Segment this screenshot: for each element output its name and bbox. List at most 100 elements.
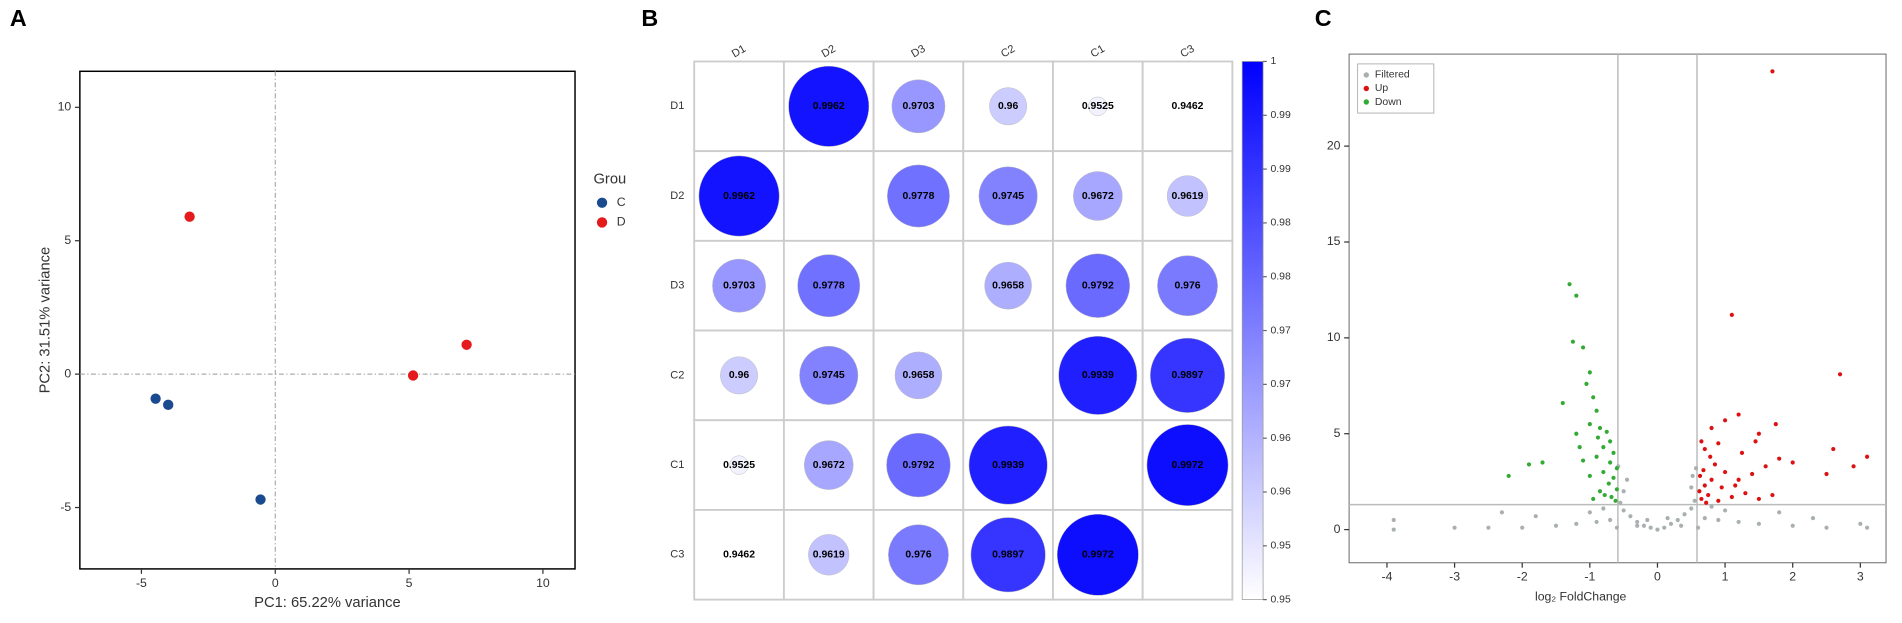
- row-label: D3: [670, 280, 684, 292]
- x-tick-label: 10: [536, 576, 550, 590]
- legend-swatch: [596, 217, 608, 228]
- correlation-circle: [1157, 255, 1218, 317]
- cell-value: 0.9897: [992, 550, 1024, 561]
- point: [1701, 468, 1706, 473]
- correlation-circle: [797, 254, 861, 318]
- point: [1591, 496, 1596, 502]
- correlation-circle: [894, 351, 943, 400]
- point: [1810, 516, 1816, 521]
- point: [1587, 473, 1592, 478]
- legend-title: Grou: [593, 171, 626, 187]
- point: [1452, 525, 1457, 530]
- correlation-circle: [1088, 96, 1108, 116]
- row-label: C3: [670, 549, 684, 561]
- point: [1611, 475, 1616, 480]
- legend-frame: [1357, 63, 1435, 114]
- point: [1608, 460, 1613, 465]
- point: [1736, 519, 1741, 525]
- point: [1601, 469, 1606, 475]
- cell-value: 0.9972: [1172, 460, 1204, 471]
- point: [1601, 506, 1606, 511]
- correlation-circle: [1065, 253, 1130, 318]
- point: [1506, 473, 1511, 478]
- point: [1540, 460, 1545, 465]
- cell: [782, 150, 875, 242]
- point: [1702, 446, 1707, 452]
- point: [1613, 498, 1618, 503]
- colorbar-tick-label: 0.95: [1270, 594, 1291, 605]
- point: [1486, 525, 1491, 530]
- point: [1608, 439, 1613, 444]
- x-tick-label: 1: [1722, 570, 1729, 584]
- cell: [872, 239, 965, 332]
- y-tick-label: 5: [1334, 426, 1341, 440]
- point: [1750, 471, 1755, 477]
- cell-value: 0.9619: [813, 550, 845, 561]
- legend-swatch: [596, 197, 608, 208]
- cell-value: 0.9525: [1082, 101, 1114, 112]
- point: [1739, 450, 1745, 455]
- point: [1716, 517, 1721, 523]
- correlation-circle: [970, 517, 1046, 593]
- point: [1709, 425, 1714, 431]
- point: [1580, 458, 1586, 463]
- cell-value: 0.976: [1174, 280, 1200, 291]
- point: [1609, 494, 1614, 500]
- cell-value: 0.9792: [1082, 280, 1114, 291]
- point: [1635, 519, 1640, 525]
- cell-value: 0.9897: [1172, 370, 1204, 381]
- cell-value: 0.9745: [992, 191, 1024, 202]
- point: [150, 393, 161, 404]
- cell-value: 0.9703: [723, 280, 755, 291]
- row-label: D2: [670, 190, 684, 202]
- point: [1690, 473, 1695, 478]
- point: [1526, 462, 1532, 467]
- point: [163, 399, 174, 410]
- point: [1628, 514, 1633, 519]
- correlation-circle: [720, 356, 758, 395]
- colorbar-tick-label: 0.96: [1270, 433, 1291, 444]
- correlation-circle: [978, 166, 1038, 226]
- point: [1851, 464, 1856, 469]
- colorbar-tick-label: 1: [1270, 56, 1276, 67]
- point: [1858, 521, 1863, 526]
- x-tick-label: 0: [272, 576, 279, 590]
- point: [1611, 450, 1616, 455]
- cell-value: 0.9962: [723, 191, 755, 202]
- legend-label: C: [617, 195, 626, 209]
- point: [1662, 525, 1667, 530]
- x-tick-label: -2: [1517, 570, 1528, 584]
- point: [1689, 506, 1694, 511]
- colorbar-tick-label: 0.95: [1270, 541, 1291, 552]
- correlation-circle: [729, 455, 749, 475]
- point: [1574, 431, 1579, 436]
- point: [1706, 492, 1711, 498]
- point: [1520, 525, 1525, 530]
- point: [1655, 527, 1660, 532]
- y-tick-label: 20: [1327, 138, 1341, 152]
- point: [1733, 483, 1738, 488]
- x-axis-label: PC1: 65.22% variance: [254, 595, 401, 611]
- point: [1584, 381, 1589, 386]
- row-label: C1: [670, 459, 684, 471]
- point: [1624, 477, 1630, 482]
- x-tick-label: -3: [1449, 570, 1460, 584]
- colorbar-tick-label: 0.98: [1270, 218, 1291, 229]
- point: [1594, 519, 1599, 525]
- correlation-circle: [1146, 424, 1229, 506]
- point: [1597, 489, 1603, 494]
- point: [1756, 496, 1761, 502]
- point: [1699, 439, 1704, 444]
- point: [1709, 504, 1714, 509]
- cell-value: 0.9658: [992, 280, 1024, 291]
- y-tick-label: 15: [1327, 234, 1341, 248]
- legend-swatch: [1363, 99, 1369, 105]
- point: [1702, 516, 1707, 521]
- correlation-circle: [984, 261, 1032, 310]
- panel-letter: A: [10, 5, 27, 31]
- correlation-circle: [1166, 175, 1209, 217]
- colorbar-tick-label: 0.97: [1270, 325, 1291, 336]
- colorbar-tick-label: 0.99: [1270, 164, 1291, 175]
- point: [1837, 372, 1843, 377]
